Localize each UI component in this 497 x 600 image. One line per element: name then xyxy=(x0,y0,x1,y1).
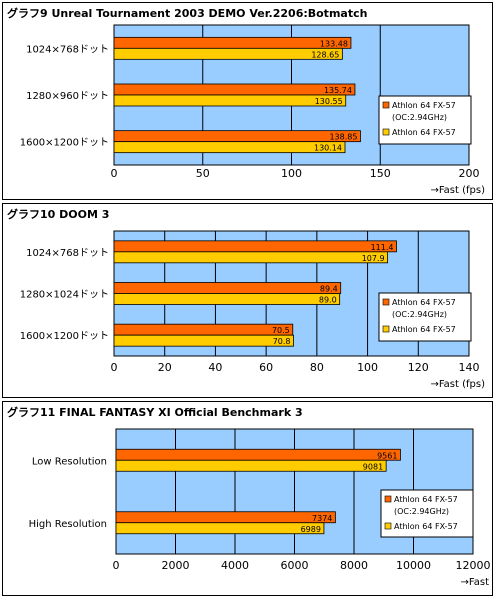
bar-oc xyxy=(113,36,352,49)
legend-label: Athlon 64 FX-57 xyxy=(392,298,456,307)
data-label: 6989 xyxy=(301,525,321,534)
category-label: 1600×1200ドット xyxy=(20,331,109,342)
bar-oc xyxy=(113,240,397,253)
x-tick-label: 12000 xyxy=(456,559,491,572)
legend-label: Athlon 64 FX-57 xyxy=(392,325,456,334)
legend-label: (OC:2.94GHz) xyxy=(392,310,447,319)
data-label: 135.74 xyxy=(324,86,352,95)
x-axis-label: →Fast (fps) xyxy=(430,185,485,196)
chart-title: グラフ11 FINAL FANTASY XI Official Benchmar… xyxy=(7,406,303,419)
bar-stock xyxy=(113,141,346,154)
x-tick-label: 40 xyxy=(208,361,222,374)
x-axis-label: →Fast xyxy=(461,577,490,588)
bar-stock xyxy=(113,293,341,305)
legend-box xyxy=(378,292,472,342)
data-label: 89.4 xyxy=(320,285,338,294)
x-tick-label: 0 xyxy=(111,167,118,180)
x-tick-label: 100 xyxy=(357,361,378,374)
x-tick-label: 2000 xyxy=(162,559,190,572)
data-label: 9081 xyxy=(363,462,383,471)
category-label: 1024×768ドット xyxy=(26,44,109,55)
x-tick-label: 8000 xyxy=(340,559,368,572)
x-tick-label: 100 xyxy=(281,167,302,180)
legend-label: (OC:2.94GHz) xyxy=(392,113,447,122)
chart-title: グラフ10 DOOM 3 xyxy=(7,208,110,221)
data-label: 130.14 xyxy=(314,144,342,153)
bar-oc xyxy=(113,282,342,294)
legend-swatch-oc xyxy=(382,298,390,306)
x-tick-label: 50 xyxy=(196,167,210,180)
category-label: 1280×960ドット xyxy=(26,91,109,102)
x-tick-label: 120 xyxy=(408,361,429,374)
category-label: 1280×1024ドット xyxy=(20,290,109,301)
legend-swatch-oc xyxy=(382,101,390,109)
legend: Athlon 64 FX-57 (OC:2.94GHz) Athlon 64 FX-… xyxy=(380,489,474,538)
legend-label: Athlon 64 FX-57 xyxy=(394,495,458,504)
chart-svg: 0 50 100 150 200 →Fast (fps) 1024×768ドット 133.48… xyxy=(20,24,485,196)
legend-swatch-stock xyxy=(382,128,390,136)
x-tick-label: 150 xyxy=(370,167,391,180)
category-label: High Resolution xyxy=(29,519,107,530)
legend-swatch-stock xyxy=(382,325,390,333)
bar-oc xyxy=(115,511,336,524)
bar-stock xyxy=(113,94,347,107)
legend-label: Athlon 64 FX-57 xyxy=(394,522,458,531)
x-tick-label: 4000 xyxy=(221,559,249,572)
data-label: 111.4 xyxy=(371,243,394,252)
x-tick-label: 0 xyxy=(111,361,118,374)
bar-stock xyxy=(113,47,343,60)
category-label: Low Resolution xyxy=(32,456,107,467)
chart-panel-ut2003: グラフ9 Unreal Tournament 2003 DEMO Ver.220… xyxy=(2,2,493,200)
x-tick-label: 80 xyxy=(310,361,324,374)
data-label: 7374 xyxy=(312,514,332,523)
category-label: 1600×1200ドット xyxy=(20,138,109,149)
chart-svg: 0 20 40 60 80 100 120 140 →Fast (fps) 1024×768ドット… xyxy=(20,230,485,390)
category-label: 1024×768ドット xyxy=(26,248,109,259)
data-label: 133.48 xyxy=(320,39,348,48)
chart-title: グラフ9 Unreal Tournament 2003 DEMO Ver.220… xyxy=(7,7,368,20)
x-tick-label: 20 xyxy=(158,361,172,374)
bar-oc xyxy=(113,130,361,143)
legend-swatch-stock xyxy=(384,522,392,530)
bar-oc xyxy=(113,323,294,336)
bar-oc xyxy=(115,448,401,461)
x-tick-label: 6000 xyxy=(281,559,309,572)
legend: Athlon 64 FX-57 (OC:2.94GHz) Athlon 64 FX-… xyxy=(378,95,472,145)
x-tick-label: 60 xyxy=(259,361,273,374)
data-label: 70.8 xyxy=(273,337,291,346)
bar-stock xyxy=(113,334,294,347)
data-label: 89.0 xyxy=(319,296,337,305)
chart-panel-doom3: グラフ10 DOOM 3 0 20 40 60 80 100 120 140 →Fast (fp… xyxy=(2,203,493,398)
legend-box xyxy=(380,489,474,538)
x-tick-label: 0 xyxy=(113,559,120,572)
data-label: 9561 xyxy=(377,451,397,460)
bar-oc xyxy=(113,83,356,96)
bar-stock xyxy=(113,251,389,264)
bar-stock xyxy=(115,459,387,472)
data-label: 107.9 xyxy=(362,254,385,263)
legend-label: Athlon 64 FX-57 xyxy=(392,101,456,110)
data-label: 138.85 xyxy=(329,133,357,142)
data-label: 130.55 xyxy=(315,97,343,106)
legend-swatch-oc xyxy=(384,495,392,503)
bar-stock xyxy=(115,522,325,535)
x-tick-label: 140 xyxy=(459,361,480,374)
x-tick-label: 10000 xyxy=(396,559,431,572)
chart-panel-ffxi: グラフ11 FINAL FANTASY XI Official Benchmar… xyxy=(2,401,493,596)
data-label: 128.65 xyxy=(311,50,339,59)
legend-box xyxy=(378,95,472,145)
chart-svg: 0 2000 4000 6000 8000 10000 12000 →Fast Low Reso… xyxy=(29,428,491,588)
legend-label: (OC:2.94GHz) xyxy=(394,507,449,516)
x-axis-label: →Fast (fps) xyxy=(430,379,485,390)
legend: Athlon 64 FX-57 (OC:2.94GHz) Athlon 64 FX-… xyxy=(378,292,472,342)
legend-label: Athlon 64 FX-57 xyxy=(392,128,456,137)
x-tick-label: 200 xyxy=(459,167,480,180)
data-label: 70.5 xyxy=(272,326,290,335)
